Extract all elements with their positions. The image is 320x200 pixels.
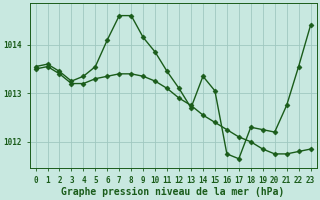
X-axis label: Graphe pression niveau de la mer (hPa): Graphe pression niveau de la mer (hPa) [61,186,285,197]
